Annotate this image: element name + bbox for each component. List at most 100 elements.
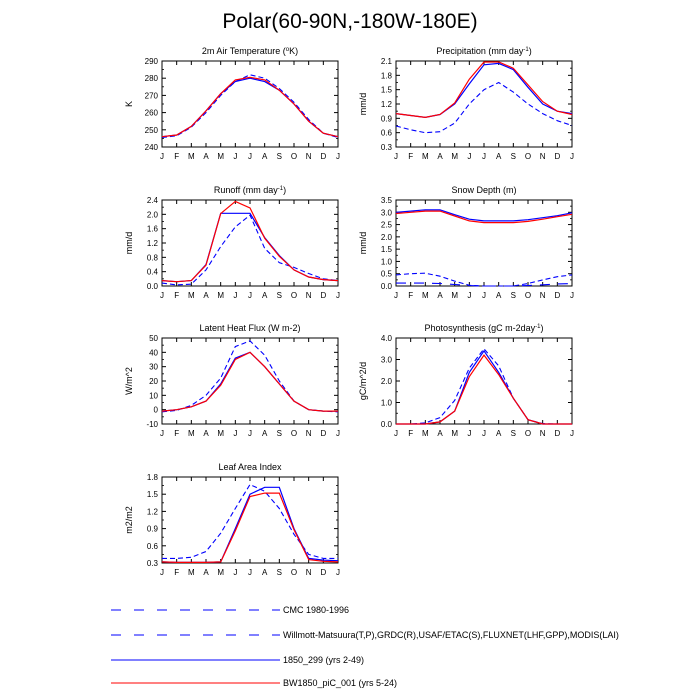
y-tick-label: 0.6 (147, 542, 159, 551)
legend-label: CMC 1980-1996 (283, 605, 349, 615)
x-tick-label: F (408, 429, 413, 438)
series-line-case2 (161, 200, 339, 283)
y-tick-label: 0 (154, 406, 159, 415)
panel-title-precip: Precipitation (mm day-1) (436, 46, 531, 56)
x-tick-label: J (570, 152, 574, 161)
y-tick-label: 0.3 (381, 143, 393, 152)
x-tick-label: A (437, 291, 443, 300)
x-tick-label: S (277, 429, 282, 438)
x-tick-label: D (320, 291, 326, 300)
y-tick-label: 260 (145, 109, 159, 118)
x-tick-label: O (525, 291, 531, 300)
x-tick-label: N (306, 291, 312, 300)
x-tick-label: O (525, 152, 531, 161)
series-line-case2 (161, 76, 339, 138)
x-tick-label: F (174, 568, 179, 577)
y-tick-label: 2.1 (381, 57, 393, 66)
series-line-obs (161, 214, 339, 286)
y-tick-label: -10 (146, 420, 158, 429)
plot-frame (161, 337, 339, 425)
x-tick-label: J (336, 568, 340, 577)
x-tick-label: J (233, 429, 237, 438)
x-tick-label: F (174, 291, 179, 300)
x-tick-label: J (248, 568, 252, 577)
x-tick-label: D (320, 568, 326, 577)
x-tick-label: D (320, 152, 326, 161)
x-tick-label: S (277, 568, 282, 577)
y-axis-label: mm/d (358, 232, 368, 255)
x-tick-label: A (262, 291, 268, 300)
panel-title-tsa: 2m Air Temperature (oK) (202, 46, 298, 56)
y-tick-label: 1.0 (381, 399, 393, 408)
chart-panel-precip: 0.30.60.91.21.51.82.1J F M A M J J A S O N D Jmm/d (358, 57, 574, 161)
x-tick-label: J (248, 152, 252, 161)
y-tick-label: 20 (149, 377, 158, 386)
y-tick-label: 270 (145, 91, 159, 100)
x-tick-label: J (394, 291, 398, 300)
series-line-case2 (396, 354, 572, 425)
x-tick-label: M (451, 291, 458, 300)
y-tick-label: 30 (149, 363, 158, 372)
series-line-cmc (396, 282, 573, 287)
series-line-obs (161, 74, 339, 139)
series-line-obs (396, 347, 572, 425)
panel-title-lai: Leaf Area Index (218, 462, 282, 472)
figure-title: Polar(60-90N,-180W-180E) (222, 10, 478, 33)
x-tick-label: J (160, 568, 164, 577)
x-tick-label: A (203, 429, 209, 438)
chart-panel-snowdp: 0.00.51.01.52.02.53.03.5J F M A M J J A S O N D Jmm/… (358, 196, 574, 300)
y-tick-label: 1.8 (147, 473, 159, 482)
x-tick-label: J (570, 291, 574, 300)
x-tick-label: J (248, 291, 252, 300)
x-tick-label: A (262, 152, 268, 161)
x-tick-label: J (394, 429, 398, 438)
series-line-case1 (395, 209, 573, 222)
y-tick-label: 0.0 (147, 282, 159, 291)
y-tick-label: 0.6 (381, 129, 393, 138)
y-axis-label: mm/d (358, 93, 368, 116)
y-tick-label: 3.5 (381, 196, 393, 205)
x-tick-label: F (174, 152, 179, 161)
chart-panel-runoff: 0.00.40.81.21.62.02.4J F M A M J J A S O N D Jmm/d (124, 196, 340, 300)
y-tick-label: 10 (149, 391, 158, 400)
x-tick-label: N (306, 152, 312, 161)
x-tick-label: M (188, 429, 195, 438)
x-tick-label: A (203, 291, 209, 300)
y-tick-label: 0.4 (147, 268, 159, 277)
panel-title-lhf: Latent Heat Flux (W m-2) (199, 323, 300, 333)
chart-panel-lai: 0.30.60.91.21.51.8J F M A M J J A S O N D Jm2/m2 (124, 473, 340, 577)
x-tick-label: S (277, 291, 282, 300)
y-tick-label: 1.0 (381, 257, 393, 266)
y-tick-label: 3.0 (381, 356, 393, 365)
x-tick-label: D (554, 429, 560, 438)
y-axis-label: K (124, 101, 134, 107)
y-tick-label: 1.6 (147, 225, 159, 234)
x-tick-label: S (511, 429, 516, 438)
panel-title-snowdp: Snow Depth (m) (451, 185, 516, 195)
x-tick-label: J (570, 429, 574, 438)
y-tick-label: 240 (145, 143, 159, 152)
series-line-case1 (161, 486, 339, 564)
y-tick-label: 0.9 (147, 525, 159, 534)
x-tick-label: O (291, 568, 297, 577)
x-tick-label: F (174, 429, 179, 438)
series-line-obs (162, 483, 338, 559)
y-tick-label: 2.0 (381, 377, 393, 386)
y-tick-label: 1.8 (381, 71, 393, 80)
x-tick-label: M (217, 568, 224, 577)
series-line-case1 (161, 351, 338, 412)
x-tick-label: J (336, 152, 340, 161)
x-tick-label: M (451, 429, 458, 438)
x-tick-label: D (554, 152, 560, 161)
series-line-case2 (395, 210, 573, 224)
y-tick-label: 50 (149, 334, 158, 343)
y-tick-label: 1.2 (147, 507, 159, 516)
plot-frame (161, 60, 339, 148)
y-tick-label: 0.0 (381, 420, 393, 429)
x-tick-label: N (540, 429, 546, 438)
y-tick-label: 290 (145, 57, 159, 66)
x-tick-label: M (188, 152, 195, 161)
y-tick-label: 1.5 (381, 245, 393, 254)
